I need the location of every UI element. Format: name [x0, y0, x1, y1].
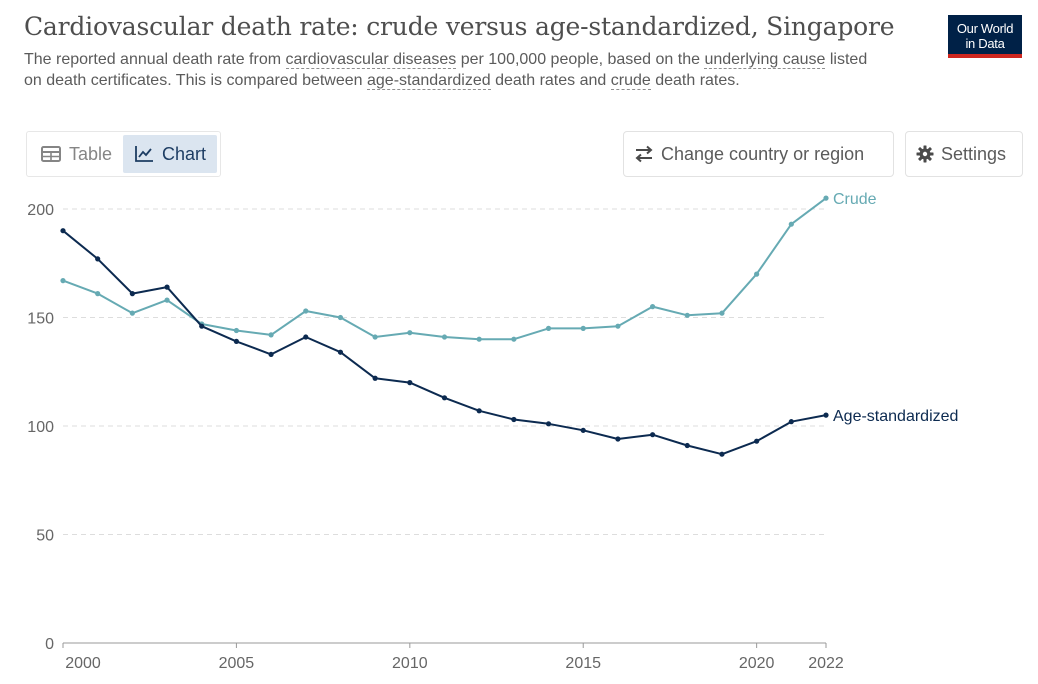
data-point[interactable]: [60, 228, 66, 234]
data-point[interactable]: [441, 395, 448, 401]
logo-line-1: Our World: [956, 21, 1014, 36]
data-point[interactable]: [372, 375, 378, 381]
data-point[interactable]: [649, 432, 656, 438]
data-point[interactable]: [649, 304, 656, 310]
data-point[interactable]: [823, 195, 829, 201]
series-line[interactable]: [62, 229, 827, 456]
data-point[interactable]: [129, 310, 135, 316]
chart-icon: [135, 146, 154, 162]
data-point[interactable]: [823, 412, 829, 418]
data-point[interactable]: [164, 297, 170, 303]
data-point[interactable]: [303, 334, 309, 340]
data-point[interactable]: [580, 325, 586, 331]
data-point[interactable]: [719, 451, 725, 457]
data-point[interactable]: [303, 308, 309, 314]
data-point[interactable]: [268, 351, 274, 357]
x-tick-label: 2015: [565, 655, 601, 672]
change-country-label: Change country or region: [661, 143, 865, 164]
data-point[interactable]: [788, 419, 794, 425]
x-tick-label: 2010: [392, 655, 428, 672]
series-label-crude: Crude: [833, 191, 877, 208]
logo-line-2: in Data: [965, 36, 1005, 51]
data-point[interactable]: [754, 271, 760, 277]
data-point[interactable]: [337, 314, 344, 321]
data-point[interactable]: [580, 427, 586, 433]
y-tick-label: 200: [27, 202, 54, 219]
data-point[interactable]: [60, 278, 66, 284]
series-line[interactable]: [62, 197, 827, 341]
data-point[interactable]: [233, 327, 240, 334]
y-tick-label: 0: [45, 636, 54, 653]
subtitle-text: The reported annual death rate from: [24, 51, 286, 68]
tab-table-label: Table: [69, 143, 113, 164]
view-tabs: Table Chart: [26, 131, 222, 177]
gear-icon: [916, 145, 934, 163]
chart-subtitle: The reported annual death rate from card…: [24, 50, 874, 91]
x-tick-label: 2022: [808, 655, 844, 672]
term-crude[interactable]: crude: [610, 71, 651, 90]
settings-button[interactable]: Settings: [905, 131, 1023, 177]
data-point[interactable]: [615, 436, 621, 442]
data-point[interactable]: [719, 310, 725, 316]
data-point[interactable]: [511, 336, 517, 342]
subtitle-text: death rates and: [490, 71, 611, 89]
settings-label: Settings: [941, 143, 1007, 164]
data-point[interactable]: [788, 221, 794, 227]
x-tick-label: 2000: [65, 655, 101, 672]
data-point[interactable]: [95, 291, 101, 297]
data-point[interactable]: [372, 334, 378, 340]
data-point[interactable]: [545, 421, 552, 427]
y-tick-label: 150: [27, 311, 54, 328]
tab-table[interactable]: Table: [30, 135, 123, 173]
data-point[interactable]: [268, 332, 274, 338]
chart-title: Cardiovascular death rate: crude versus …: [24, 12, 895, 41]
data-point[interactable]: [511, 416, 517, 423]
data-point[interactable]: [164, 284, 170, 290]
data-point[interactable]: [407, 330, 413, 336]
term-underlying-cause[interactable]: underlying cause: [704, 51, 826, 69]
term-age-standardized[interactable]: age-standardized: [367, 71, 491, 90]
data-point[interactable]: [129, 291, 135, 297]
data-point[interactable]: [233, 338, 240, 344]
y-tick-label: 100: [27, 419, 54, 436]
subtitle-text: listed on death certificates. This is co…: [24, 51, 868, 89]
data-point[interactable]: [407, 380, 413, 386]
x-tick-label: 2020: [739, 655, 775, 672]
tab-chart-label: Chart: [162, 143, 207, 164]
tab-chart[interactable]: Chart: [123, 135, 218, 173]
data-point[interactable]: [199, 323, 205, 329]
data-point[interactable]: [95, 256, 101, 262]
data-point[interactable]: [545, 325, 552, 331]
term-cardiovascular-diseases[interactable]: cardiovascular diseases: [285, 51, 457, 69]
swap-arrows-icon: [635, 145, 653, 163]
change-country-button[interactable]: Change country or region: [623, 131, 894, 177]
data-point[interactable]: [615, 323, 621, 329]
data-point[interactable]: [476, 336, 482, 342]
data-point[interactable]: [684, 442, 690, 449]
data-point[interactable]: [337, 349, 344, 355]
series-label-age-standardized: Age-standardized: [833, 408, 958, 425]
owid-logo[interactable]: Our World in Data: [948, 15, 1022, 58]
x-tick-label: 2005: [219, 655, 255, 672]
data-point[interactable]: [754, 438, 760, 444]
y-tick-label: 50: [36, 528, 54, 545]
data-point[interactable]: [684, 312, 690, 318]
table-icon: [41, 146, 61, 162]
subtitle-text: per 100,000 people, based on the: [456, 51, 705, 68]
data-point[interactable]: [476, 408, 482, 414]
subtitle-text: death rates.: [650, 71, 740, 89]
data-point[interactable]: [441, 334, 448, 340]
